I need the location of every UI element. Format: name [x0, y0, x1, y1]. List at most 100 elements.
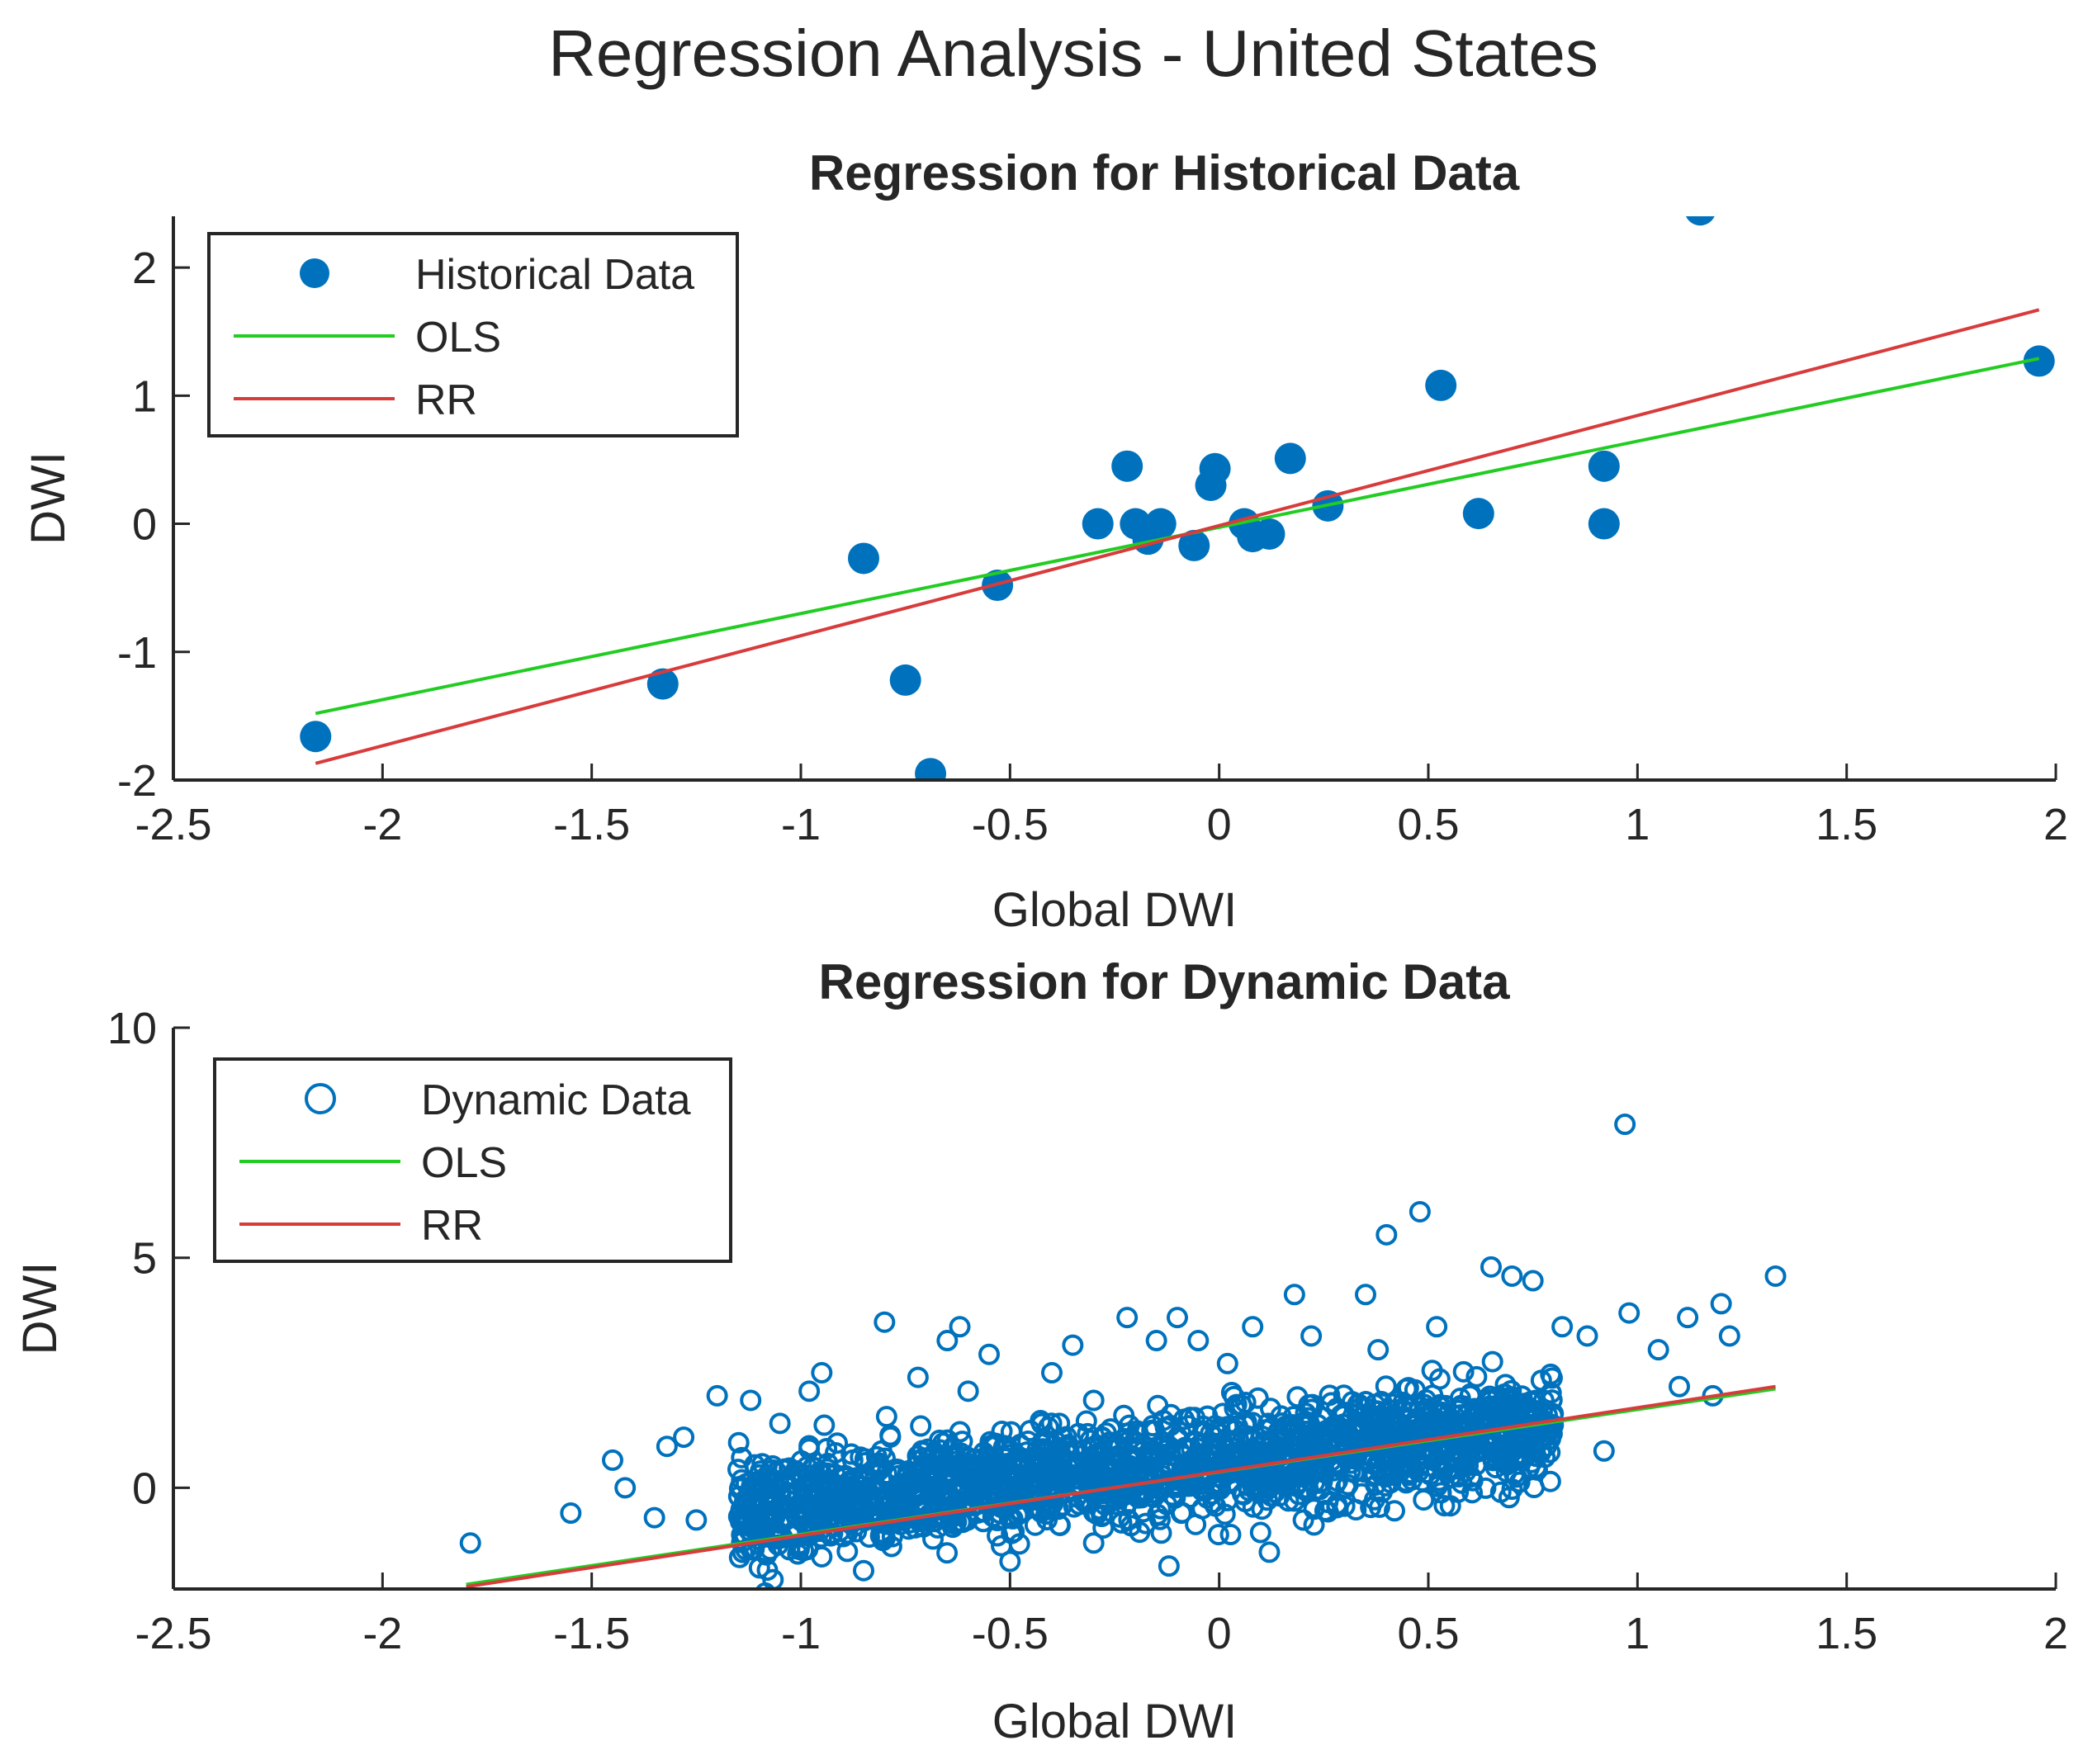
- x-tick-label: 1.5: [1816, 800, 1877, 849]
- data-point: [863, 1491, 885, 1513]
- data-point: [1082, 1532, 1105, 1554]
- data-point: [1539, 1441, 1561, 1464]
- data-point: [1182, 1448, 1205, 1470]
- legend-label: Dynamic Data: [421, 1076, 691, 1124]
- data-point: [853, 1559, 874, 1582]
- data-point: [1409, 1455, 1431, 1478]
- data-point: [1242, 1316, 1264, 1338]
- data-point: [1238, 1443, 1261, 1465]
- data-point: [1481, 1350, 1503, 1373]
- data-point: [949, 1316, 971, 1338]
- data-point: [1685, 216, 1715, 226]
- data-point: [985, 1491, 1007, 1513]
- data-point: [1426, 1316, 1448, 1338]
- data-point: [1228, 1445, 1250, 1468]
- y-tick-label: 0: [132, 500, 157, 550]
- data-point: [883, 1484, 906, 1506]
- data-point: [1216, 1352, 1238, 1374]
- data-point: [1172, 1470, 1195, 1492]
- data-point: [727, 1506, 750, 1528]
- data-point: [1303, 1514, 1325, 1536]
- legend-label: Historical Data: [415, 251, 694, 299]
- data-point: [1429, 1402, 1451, 1425]
- x-tick-label: -2: [362, 1609, 402, 1658]
- data-point: [1159, 1414, 1181, 1436]
- data-point: [1764, 1265, 1787, 1287]
- data-point: [1460, 1466, 1482, 1488]
- data-point: [1270, 1405, 1292, 1427]
- x-tick-label: 0: [1207, 1609, 1232, 1658]
- data-point: [875, 1406, 897, 1428]
- data-point: [1046, 1455, 1068, 1478]
- x-tick-label: 1: [1625, 1609, 1650, 1658]
- data-point: [1234, 1414, 1257, 1436]
- data-point: [907, 1366, 929, 1388]
- data-point: [1522, 1270, 1544, 1292]
- legend-label: OLS: [421, 1139, 507, 1187]
- data-point: [750, 1512, 773, 1535]
- data-point: [1364, 1393, 1386, 1416]
- data-point: [1677, 1307, 1699, 1329]
- y-tick-label: 10: [107, 1004, 157, 1053]
- data-point: [1455, 1460, 1477, 1483]
- data-point: [459, 1532, 481, 1554]
- data-point: [1049, 1514, 1071, 1536]
- data-point: [1113, 1404, 1135, 1426]
- data-point: [911, 1441, 934, 1464]
- data-point: [1275, 1415, 1297, 1437]
- data-point: [1179, 1407, 1201, 1429]
- data-point: [836, 1540, 859, 1563]
- data-point: [826, 1432, 849, 1454]
- data-point: [1158, 1555, 1180, 1577]
- y-tick-label: -1: [117, 628, 157, 678]
- data-point: [740, 1389, 762, 1412]
- plot-data-area: [459, 1114, 1787, 1589]
- data-point: [1187, 1330, 1210, 1352]
- y-tick-label: 5: [132, 1234, 157, 1284]
- data-point: [1330, 1422, 1352, 1445]
- data-point: [614, 1477, 637, 1499]
- data-point: [1292, 1509, 1314, 1531]
- data-point: [1306, 1459, 1328, 1482]
- data-point: [1088, 1498, 1110, 1520]
- rr-line: [466, 1384, 1776, 1589]
- legend: Dynamic Data OLS RR: [213, 1057, 732, 1263]
- data-point: [706, 1384, 728, 1407]
- data-point: [910, 1415, 932, 1437]
- x-tick-label: -0.5: [972, 1609, 1049, 1658]
- data-point: [1710, 1293, 1732, 1315]
- data-point: [1517, 1399, 1539, 1421]
- data-point: [1062, 1334, 1084, 1356]
- x-axis-label: Global DWI: [992, 883, 1238, 937]
- data-point: [758, 1477, 780, 1499]
- dynamic-data-plot: Regression for Dynamic Data Global DWI DWI…: [13, 954, 2068, 1748]
- data-point: [1541, 1367, 1563, 1389]
- x-tick-label: 1: [1625, 800, 1650, 849]
- data-point: [1257, 1478, 1280, 1500]
- data-point: [685, 1509, 708, 1531]
- data-point: [872, 1530, 894, 1552]
- data-point: [1419, 1403, 1442, 1426]
- data-point: [1303, 1498, 1325, 1520]
- data-point: [1283, 1284, 1305, 1306]
- data-point: [1035, 1503, 1058, 1525]
- data-point: [1588, 508, 1620, 540]
- data-point: [1149, 1508, 1172, 1530]
- data-point: [1144, 508, 1177, 540]
- data-point: [1530, 1369, 1552, 1392]
- data-point: [936, 1330, 959, 1352]
- data-point: [1116, 1307, 1139, 1329]
- data-point: [1433, 1495, 1456, 1517]
- data-point: [1207, 1524, 1229, 1546]
- data-point: [1209, 1455, 1231, 1478]
- data-point: [1016, 1441, 1038, 1464]
- data-point: [751, 1453, 774, 1475]
- figure-title: Regression Analysis - United States: [548, 17, 1598, 90]
- data-point: [1618, 1302, 1641, 1324]
- legend: Historical Data OLS RR: [207, 232, 739, 437]
- x-tick-label: 2: [2043, 1609, 2068, 1658]
- data-point: [1253, 518, 1285, 550]
- data-point: [858, 1526, 880, 1549]
- data-point: [1409, 1443, 1432, 1465]
